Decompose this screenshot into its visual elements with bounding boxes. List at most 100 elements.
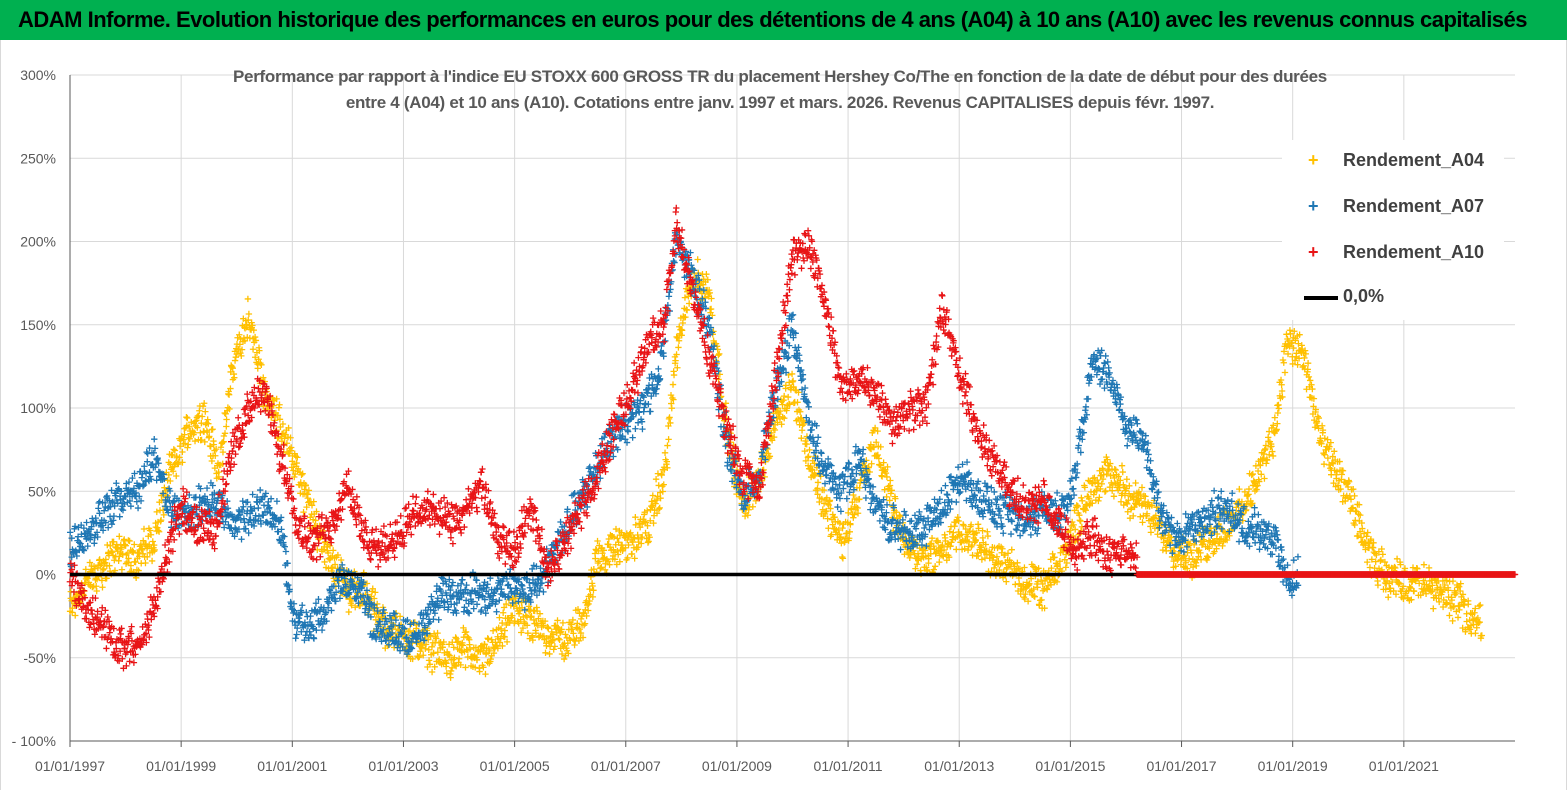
point-a04 — [1275, 405, 1283, 412]
point-a04 — [426, 661, 434, 668]
point-a07 — [435, 616, 442, 623]
point-a04 — [576, 625, 583, 633]
point-a04 — [173, 472, 180, 480]
point-a04 — [1463, 618, 1470, 625]
point-a04 — [1410, 587, 1418, 595]
point-a04 — [471, 664, 479, 671]
point-a07 — [144, 450, 151, 457]
point-a07 — [239, 497, 246, 505]
point-a07 — [629, 434, 636, 441]
point-a04 — [558, 626, 565, 633]
point-a04 — [669, 394, 676, 402]
point-a04 — [199, 403, 207, 410]
point-a04 — [326, 542, 334, 550]
point-a07 — [134, 504, 142, 512]
point-a04 — [220, 438, 227, 445]
point-a07 — [911, 512, 919, 519]
point-a04 — [586, 597, 593, 605]
point-a04 — [221, 430, 229, 437]
point-a04 — [184, 414, 191, 422]
point-a04 — [82, 566, 90, 573]
point-a04 — [652, 500, 659, 507]
point-a04 — [433, 635, 440, 642]
point-a04 — [845, 509, 852, 517]
point-a04 — [681, 294, 689, 301]
point-a04 — [582, 606, 589, 613]
point-a04 — [1393, 555, 1401, 563]
point-a07 — [938, 487, 945, 494]
point-a04 — [839, 555, 847, 562]
point-a04 — [534, 622, 541, 629]
point-a04 — [428, 668, 436, 676]
point-a04 — [1012, 581, 1019, 588]
point-a04 — [241, 325, 249, 332]
point-a04 — [245, 316, 252, 324]
point-a07 — [1105, 364, 1112, 372]
point-a04 — [406, 627, 414, 635]
point-a04 — [648, 498, 655, 505]
point-a04 — [169, 451, 176, 459]
data-series — [66, 204, 1519, 681]
point-a04 — [509, 612, 516, 619]
point-a07 — [196, 494, 203, 501]
point-a04 — [565, 650, 572, 657]
point-a04 — [302, 482, 310, 489]
point-a04 — [1449, 617, 1456, 625]
point-a04 — [656, 504, 663, 512]
point-a04 — [1253, 486, 1260, 493]
point-a07 — [834, 503, 841, 511]
point-a04 — [445, 651, 452, 658]
point-a04 — [545, 625, 552, 632]
point-a04 — [611, 556, 619, 563]
point-a04 — [312, 517, 319, 524]
point-a04 — [1477, 601, 1484, 609]
point-a04 — [663, 458, 671, 465]
point-a04 — [499, 642, 506, 650]
point-a04 — [574, 606, 582, 613]
point-a04 — [606, 543, 614, 551]
point-a04 — [586, 585, 593, 593]
point-a04 — [169, 468, 177, 475]
point-a04 — [1119, 468, 1126, 476]
y-tick-label: 50% — [28, 483, 56, 499]
point-a04 — [655, 482, 662, 489]
point-a07 — [1053, 489, 1061, 497]
point-a04 — [107, 547, 115, 555]
point-a04 — [950, 529, 957, 536]
point-a04 — [310, 498, 317, 505]
point-a04 — [1249, 470, 1256, 478]
point-a04 — [530, 616, 538, 624]
point-a04 — [191, 437, 199, 445]
point-a07 — [1134, 420, 1141, 427]
point-a07 — [597, 475, 604, 482]
point-a04 — [276, 416, 284, 423]
point-a07 — [256, 486, 264, 494]
point-a04 — [931, 563, 939, 570]
point-a04 — [241, 337, 249, 344]
point-a04 — [258, 361, 265, 369]
point-a04 — [1454, 614, 1462, 621]
point-a07 — [597, 442, 604, 449]
point-a04 — [1327, 439, 1335, 446]
point-a04 — [251, 354, 259, 361]
point-a04 — [515, 610, 523, 617]
point-a04 — [1320, 460, 1328, 468]
point-a04 — [555, 635, 562, 642]
point-a04 — [558, 650, 566, 658]
point-a04 — [363, 580, 371, 587]
point-a07 — [814, 434, 822, 441]
point-a04 — [96, 556, 103, 563]
y-tick-label: 200% — [20, 234, 56, 250]
point-a04 — [570, 630, 577, 637]
point-a04 — [1139, 519, 1146, 526]
point-a04 — [627, 529, 634, 536]
point-a04 — [666, 414, 673, 421]
point-a04 — [293, 459, 300, 467]
point-a04 — [300, 508, 307, 516]
point-a07 — [307, 612, 314, 620]
point-a04 — [305, 487, 313, 494]
report-banner: ADAM Informe. Evolution historique des p… — [0, 0, 1567, 40]
point-a04 — [494, 645, 502, 652]
point-a04 — [614, 551, 622, 558]
point-a04 — [176, 442, 184, 450]
